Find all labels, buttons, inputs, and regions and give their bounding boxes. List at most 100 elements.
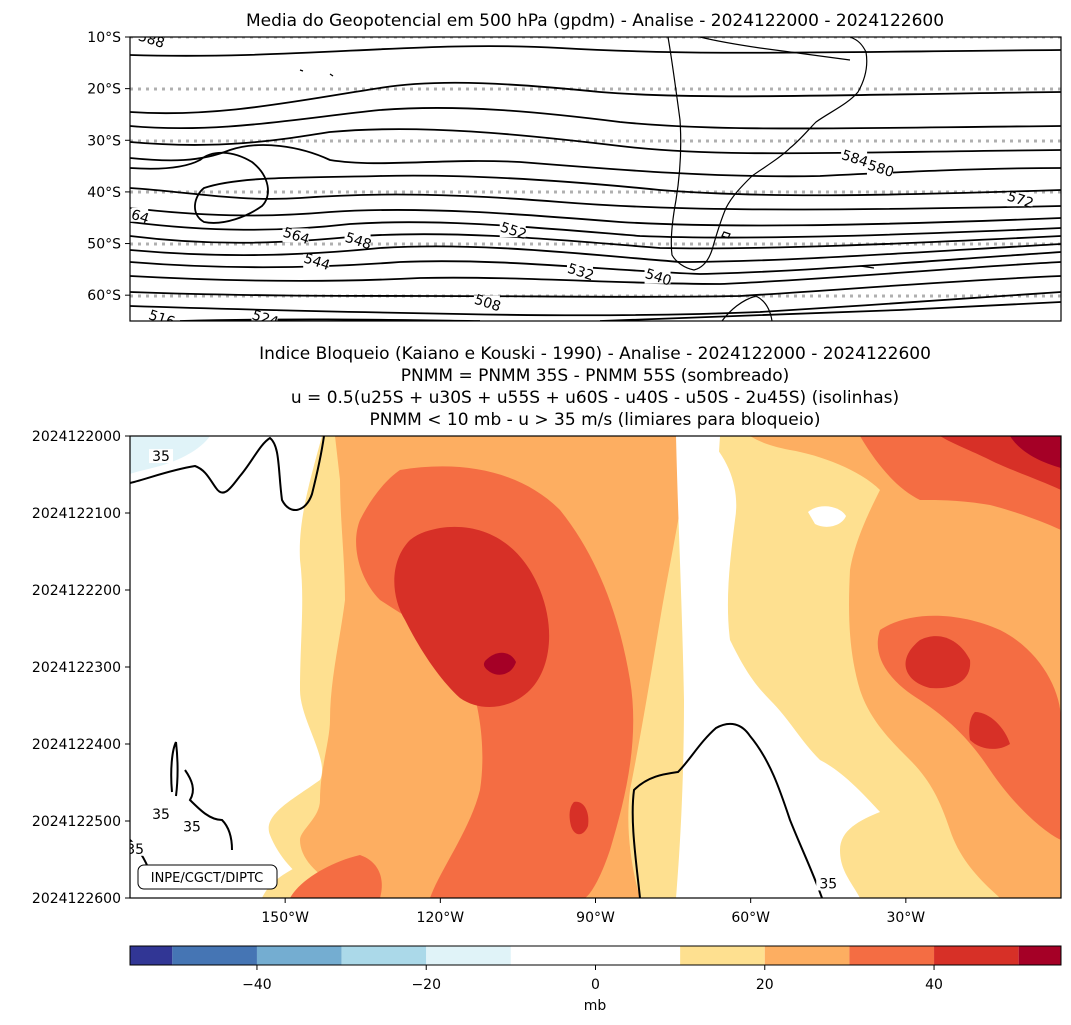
time-tick-label: 2024122200	[32, 583, 121, 599]
colorbar-label: mb	[584, 998, 607, 1014]
contour-line	[130, 243, 1061, 263]
time-tick-label: 2024122000	[32, 429, 121, 445]
contour-label: 552	[498, 220, 528, 243]
antarctic-peninsula	[721, 295, 773, 321]
lon-tick-label: 150°W	[261, 910, 309, 926]
contour-line	[130, 144, 1061, 178]
contour-label: 540	[643, 266, 673, 289]
contour-label: 548	[343, 230, 373, 253]
colorbar-bin	[426, 946, 511, 965]
colorbar-bin	[341, 946, 427, 965]
time-tick-label: 2024122500	[32, 814, 121, 830]
credit-box: INPE/CGCT/DIPTC	[137, 864, 278, 890]
top-latitude-ticks: 10°S 20°S 30°S 40°S 50°S 60°S	[87, 30, 130, 304]
contour-label: 572	[1005, 189, 1035, 212]
top-panel-frame	[129, 36, 1062, 322]
isoline-label: 35	[152, 449, 170, 465]
bottom-title-line-1: Indice Bloqueio (Kaiano e Kouski - 1990)…	[259, 344, 931, 364]
contour-line	[130, 261, 1061, 285]
contour-label-bg	[841, 150, 868, 165]
contour-line	[130, 291, 1061, 317]
isoline-label-bg	[816, 876, 841, 891]
island-mid-pacific	[299, 69, 304, 72]
isoline-35	[184, 769, 233, 851]
fill-40-to-50-spot	[569, 801, 589, 835]
time-axis-ticks: 2024122000 2024122100 2024122200 2024122300…	[32, 429, 130, 907]
contour-label-bg	[473, 295, 500, 310]
colorbar-bin	[764, 946, 850, 965]
contour-line	[130, 187, 1061, 211]
contour-label-bg	[344, 233, 371, 248]
isoline-label-bg	[130, 841, 148, 856]
colorbar-tick-label: −20	[411, 977, 441, 993]
lat-tick-label: 10°S	[87, 30, 121, 46]
lon-tick-label: 90°W	[576, 910, 615, 926]
longitude-axis-ticks: 150°W 120°W 90°W 60°W 30°W	[261, 898, 925, 926]
contour-line	[599, 301, 1061, 321]
contour-label-bg	[303, 254, 330, 269]
colorbar-tick-label: −40	[242, 977, 272, 993]
time-tick-label: 2024122100	[32, 506, 121, 522]
contour-label-bg	[644, 269, 671, 284]
contour-label-bg	[130, 207, 149, 222]
fill-40-to-50-east	[905, 636, 971, 689]
contour-line	[130, 128, 1061, 155]
contour-line	[130, 81, 1061, 115]
colorbar-bin	[256, 946, 342, 965]
colorbar-tick-label: 40	[925, 977, 943, 993]
credit-text: INPE/CGCT/DIPTC	[151, 871, 263, 886]
colorbar-bin	[172, 946, 257, 965]
isoline-label-bg	[149, 807, 174, 822]
bottom-title-line-3: u = 0.5(u25S + u30S + u55S + u60S - u40S…	[291, 388, 899, 408]
contour-label-bg	[866, 161, 893, 176]
isoline-35	[170, 741, 179, 797]
colorbar-tick-label: 0	[591, 977, 600, 993]
contour-line	[130, 207, 1061, 227]
bottom-title-line-4: PNMM < 10 mb - u > 35 m/s (limiares para…	[370, 410, 821, 430]
bottom-contour-labels: 35 35 35 35 35	[126, 449, 841, 892]
contour-label: 588	[136, 29, 166, 52]
contour-label: 580	[865, 158, 895, 181]
contour-label: 532	[565, 261, 595, 284]
contour-label: 516	[146, 307, 176, 331]
contour-label-bg	[1006, 192, 1033, 207]
near-zero-strip	[676, 436, 720, 898]
lon-tick-label: 60°W	[731, 910, 770, 926]
lon-tick-label: 120°W	[417, 910, 465, 926]
colorbar-bin	[1018, 946, 1061, 965]
near-zero-patch	[808, 506, 846, 527]
isoline-label: 35	[183, 819, 201, 835]
colorbar-tick-label: 20	[756, 977, 774, 993]
isoline-35	[130, 436, 325, 511]
isoline-label: 35	[126, 842, 144, 858]
lat-tick-label: 40°S	[87, 185, 121, 201]
contour-line	[130, 221, 1061, 239]
isoline-label: 35	[152, 807, 170, 823]
colorbar	[130, 946, 1061, 965]
lat-tick-label: 50°S	[87, 237, 121, 253]
lat-tick-label: 30°S	[87, 133, 121, 149]
north-coast	[699, 37, 851, 61]
contour-label-bg	[566, 264, 593, 279]
contour-label: 584	[840, 147, 870, 171]
hovmoller-plot-area: 35 35 35 35 35 INPE/CGCT/DIPTC	[126, 436, 1061, 898]
fill-30-to-40-bottom-left	[290, 855, 382, 898]
contour-line	[130, 107, 1061, 130]
contour-line	[130, 151, 1061, 224]
contour-line	[130, 45, 1061, 57]
contour-label-bg	[137, 37, 164, 47]
isoline-label-bg	[180, 819, 205, 834]
contour-label: 508	[472, 292, 502, 315]
colorbar-bin	[849, 946, 935, 965]
south-america-coastline	[667, 37, 868, 271]
isoline-35	[631, 722, 823, 898]
island-2	[329, 73, 334, 77]
bottom-title-line-2: PNMM = PNMM 35S - PNMM 55S (sombreado)	[401, 366, 790, 386]
isoline-label-bg	[149, 449, 174, 464]
contour-label-bg	[148, 311, 175, 321]
top-chart-title: Media do Geopotencial em 500 hPa (gpdm) …	[246, 11, 944, 31]
isoline-label: 35	[819, 876, 837, 892]
